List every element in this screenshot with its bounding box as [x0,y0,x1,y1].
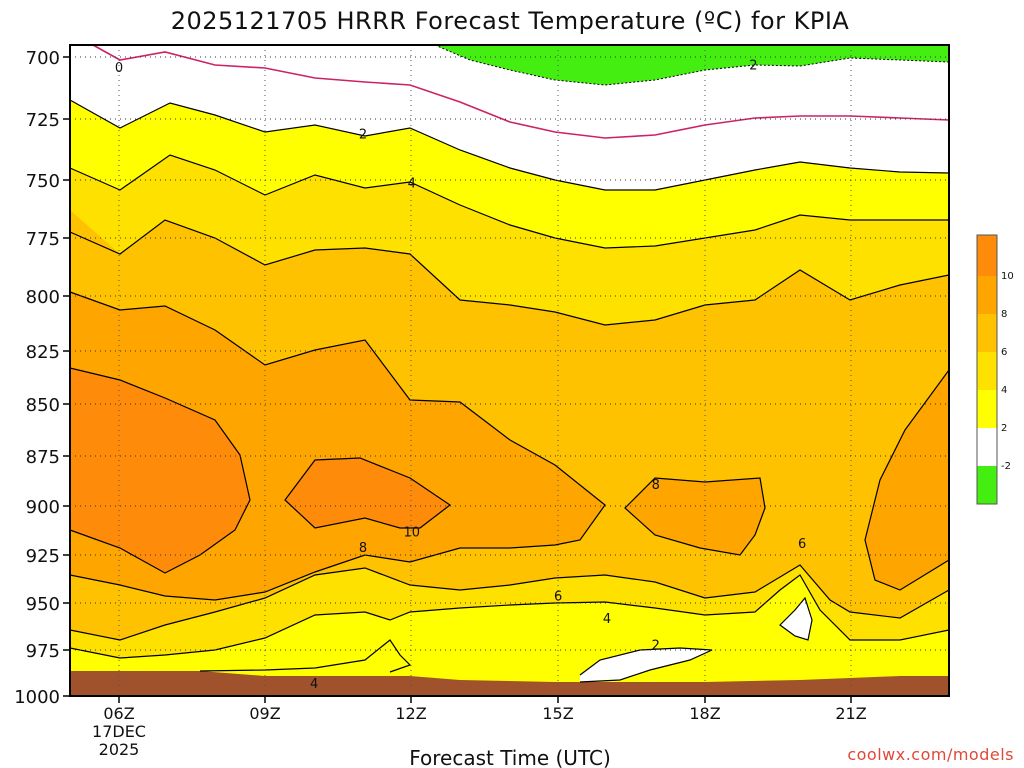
temperature-pocket-0-2-20z [780,598,812,640]
y-tick-label: 950 [26,594,60,615]
x-tick-label: 09Z [249,704,280,723]
x-tick-label: 15Z [542,704,573,723]
temperature-band-10-middle [285,458,450,528]
temperature-pocket-0-2-near-surface [580,648,712,682]
chart-title: 2025121705 HRRR Forecast Temperature (ºC… [171,7,850,35]
contour-2-upper [69,99,950,191]
x-tick-label: 21Z [835,704,866,723]
colorbar-tick-label: 4 [1001,385,1007,396]
colorbar-tick-label: 8 [1001,309,1007,320]
contour-label: 8 [359,541,367,556]
x-tick-label: 12Z [395,704,426,723]
y-tick-label: 700 [26,48,60,69]
contour-label: 2 [359,128,367,143]
colorbar-tick-label: 6 [1001,347,1007,358]
contour-10-middle [284,457,452,529]
x-axis: 06Z 09Z 12Z 15Z 18Z 21Z 17DEC 2025 [92,696,867,759]
y-tick-label: 725 [26,110,60,131]
y-tick-label: 750 [26,171,60,192]
freezing-line-0c [92,44,950,139]
credit-text: coolwx.com/models [847,745,1014,764]
y-tick-label: 775 [26,229,60,250]
y-tick-label: 800 [26,287,60,308]
contour-2-20z [779,596,813,641]
contour-label: 2 [652,638,660,653]
temperature-band-8-10-right [865,370,949,590]
contour-4-surface [199,639,412,673]
contour-label: 6 [798,537,806,552]
x-tick-label: 06Z [103,704,134,723]
temperature-band-2-4-lower [70,575,949,696]
colorbar-swatch-minus2 [977,466,997,504]
y-tick-label: 900 [26,497,60,518]
minus2-line [434,44,950,86]
x-year-label: 2025 [99,740,140,759]
colorbar-swatch-2-4 [977,390,997,428]
contour-8-upper [69,291,606,601]
colorbar-swatch-4-6 [977,352,997,390]
y-tick-label: 925 [26,546,60,567]
contour-label: 4 [603,612,611,627]
contour-label: 2 [749,58,757,73]
colorbar-swatch-0-2 [977,428,997,466]
contour-8-right [864,369,950,591]
contour-label: 4 [408,176,416,191]
contour-label: 10 [404,526,421,541]
plot-frame [69,44,950,697]
contour-6-lower [69,564,950,641]
contour-label: 8 [652,478,660,493]
vertical-gridlines [118,45,852,696]
contour-8-18z [624,477,766,556]
contour-10-left [69,367,251,574]
colorbar-tick-label: -2 [1001,461,1011,472]
colorbar-frame [976,234,998,505]
contour-4-lower [69,574,950,659]
colorbar-tick-label: 2 [1001,423,1007,434]
x-date-label: 17DEC [92,722,146,741]
contour-label: 0 [115,61,123,76]
contour-4-upper [69,154,949,249]
y-axis: 700 725 750 775 800 825 850 875 900 925 … [14,48,70,708]
temperature-band-8-10-18z [625,478,765,555]
x-axis-title: Forecast Time (UTC) [409,746,611,768]
y-tick-label: 850 [26,395,60,416]
contour-2-surface [579,647,713,683]
colorbar-swatch-10-plus [977,235,997,276]
temperature-band-0-2 [70,45,949,190]
contour-label-layer: 0 2 4 2 10 8 8 6 4 2 4 6 [115,58,806,692]
contour-label: 6 [554,589,562,604]
y-tick-label: 825 [26,342,60,363]
y-tick-label: 1000 [14,687,60,708]
colorbar-swatch-8-10 [977,276,997,314]
temperature-band-10-left [70,368,250,573]
y-tick-label: 975 [26,641,60,662]
x-tick-label: 18Z [689,704,720,723]
colorbar-swatch-6-8 [977,314,997,352]
ground-surface [70,671,949,696]
colorbar: -2 2 4 6 8 10 [976,234,1014,505]
temperature-band-minus2 [435,45,949,85]
y-tick-label: 875 [26,447,60,468]
contour-label: 4 [310,677,318,692]
colorbar-tick-label: 10 [1001,271,1014,282]
